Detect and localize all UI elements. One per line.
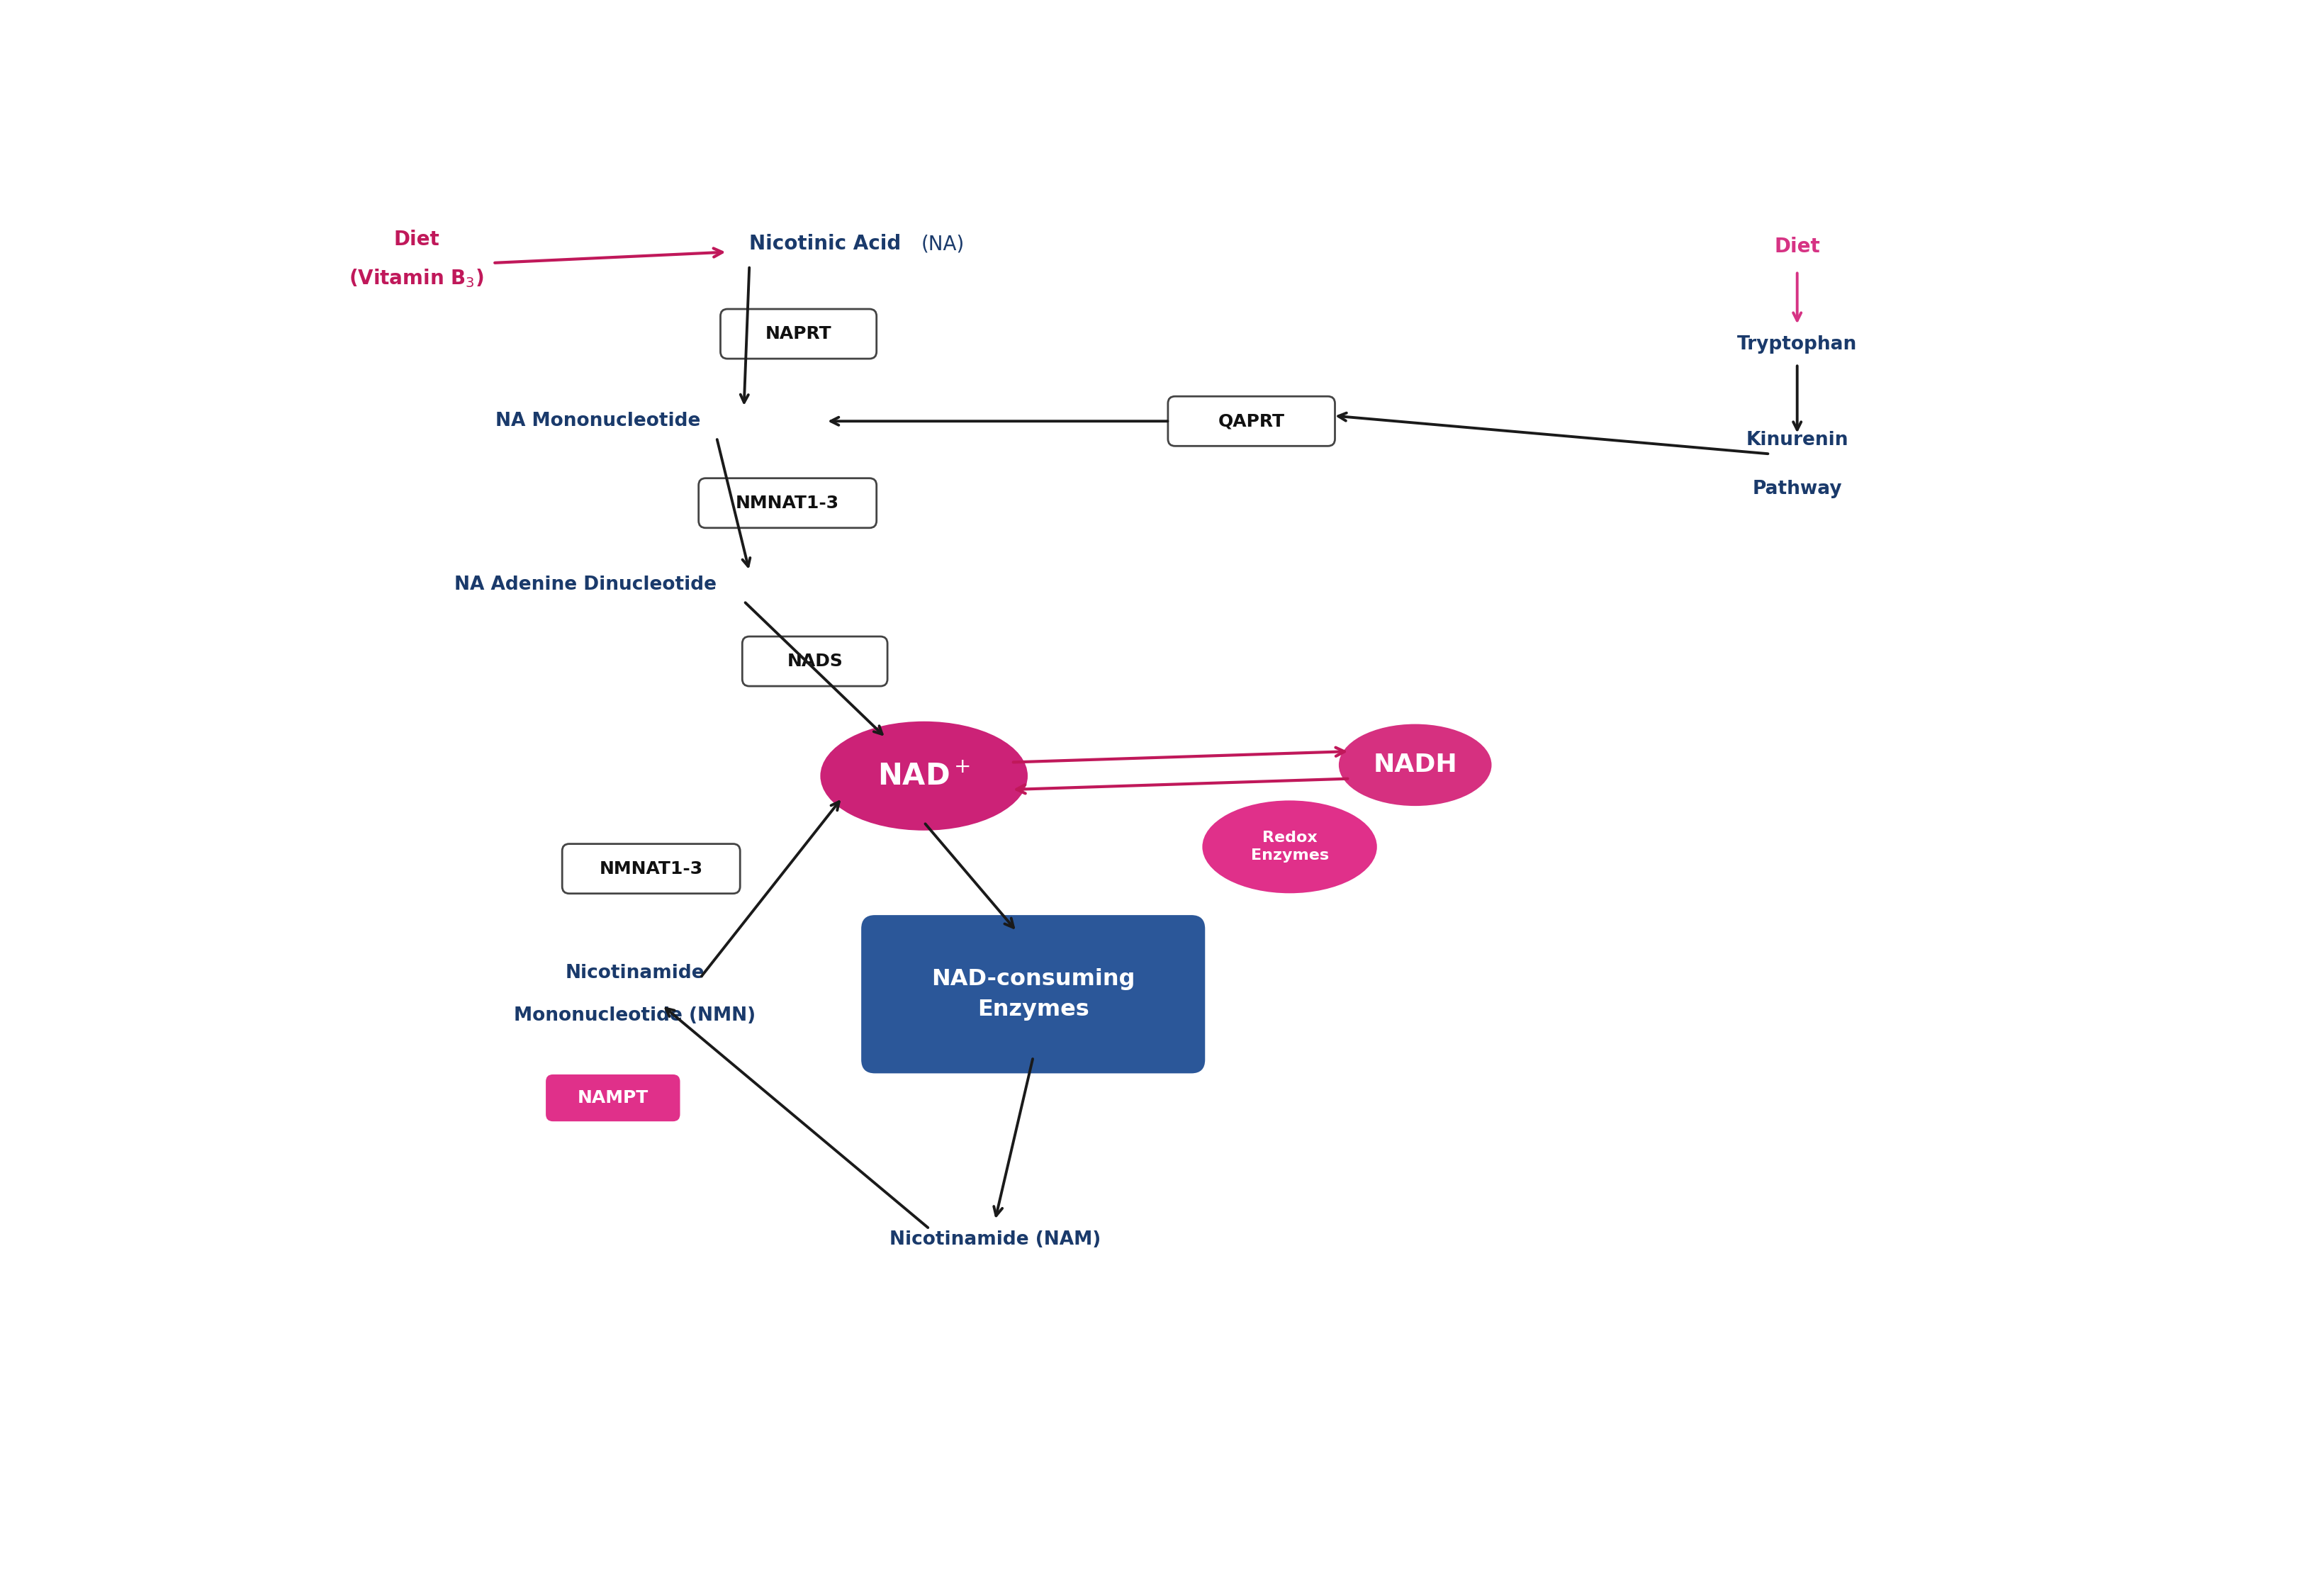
FancyBboxPatch shape (1167, 396, 1334, 446)
Text: NAD$^+$: NAD$^+$ (876, 762, 969, 790)
FancyBboxPatch shape (741, 637, 888, 686)
Text: Mononucleotide (NMN): Mononucleotide (NMN) (514, 1006, 755, 1025)
Text: Tryptophan: Tryptophan (1736, 336, 1857, 353)
Text: Pathway: Pathway (1752, 479, 1841, 498)
FancyBboxPatch shape (546, 1074, 681, 1121)
Text: Diet: Diet (393, 229, 439, 249)
Ellipse shape (820, 721, 1027, 831)
Text: NMNAT1-3: NMNAT1-3 (737, 495, 839, 511)
FancyBboxPatch shape (720, 309, 876, 358)
Text: QAPRT: QAPRT (1218, 413, 1285, 429)
Text: Redox
Enzymes: Redox Enzymes (1250, 831, 1329, 863)
Text: NMNAT1-3: NMNAT1-3 (600, 859, 702, 877)
Ellipse shape (1339, 724, 1492, 806)
Text: Nicotinamide (NAM): Nicotinamide (NAM) (890, 1230, 1099, 1249)
FancyBboxPatch shape (860, 915, 1204, 1074)
FancyBboxPatch shape (700, 478, 876, 528)
Text: NADH: NADH (1373, 752, 1457, 777)
Text: (Vitamin B$_3$): (Vitamin B$_3$) (349, 267, 483, 289)
Text: NA Adenine Dinucleotide: NA Adenine Dinucleotide (453, 576, 716, 595)
Text: Kinurenin: Kinurenin (1745, 431, 1848, 449)
Ellipse shape (1202, 801, 1376, 893)
Text: NAMPT: NAMPT (576, 1090, 648, 1107)
Text: Nicotinic Acid: Nicotinic Acid (748, 233, 909, 254)
Text: Diet: Diet (1773, 237, 1820, 257)
Text: NAD-consuming
Enzymes: NAD-consuming Enzymes (932, 968, 1134, 1020)
FancyBboxPatch shape (562, 844, 739, 894)
Text: (NA): (NA) (920, 233, 964, 254)
Text: NAPRT: NAPRT (765, 325, 832, 342)
Text: NA Mononucleotide: NA Mononucleotide (495, 412, 700, 431)
Text: NADS: NADS (786, 653, 844, 670)
Text: Nicotinamide: Nicotinamide (565, 964, 704, 982)
